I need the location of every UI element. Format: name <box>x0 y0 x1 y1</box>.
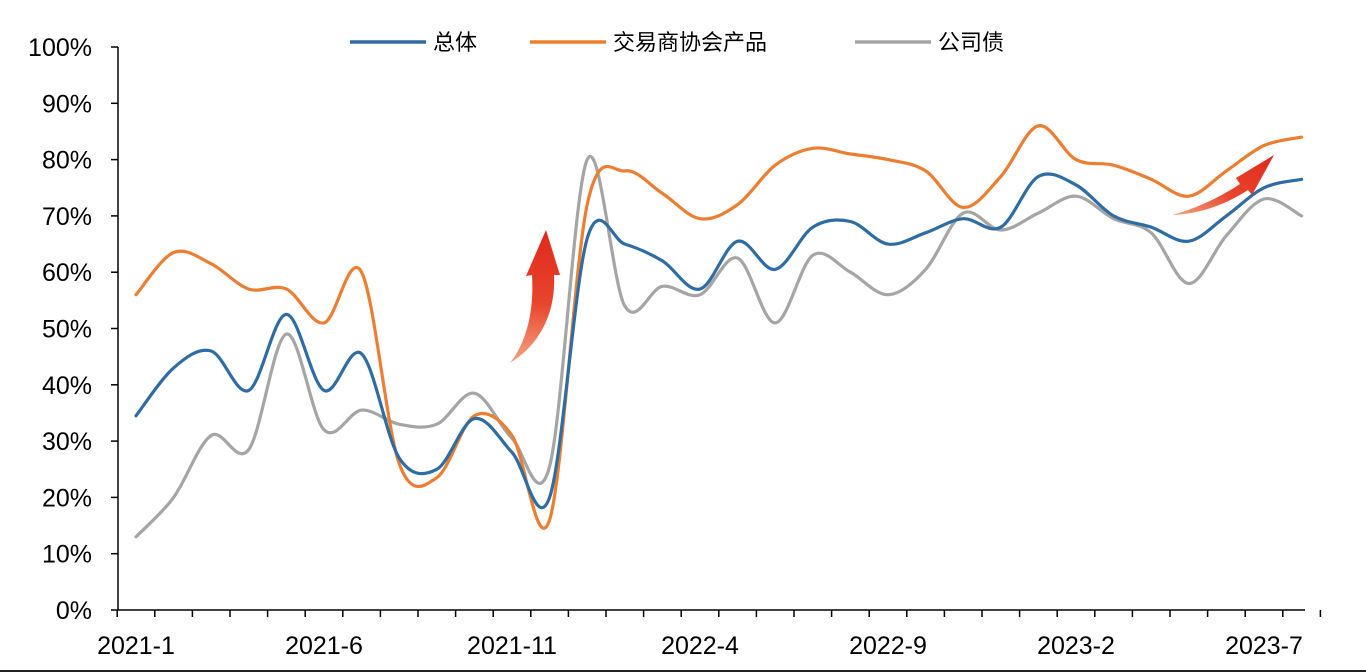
legend-label: 交易商协会产品 <box>613 31 767 56</box>
y-tick-label: 80% <box>42 147 92 175</box>
legend-label: 总体 <box>433 31 477 56</box>
y-tick-label: 0% <box>56 597 92 625</box>
y-tick-label: 90% <box>42 90 92 118</box>
y-tick-label: 50% <box>42 316 92 344</box>
x-tick-label: 2023-7 <box>1225 632 1303 660</box>
series-layer <box>134 124 1304 539</box>
legend: 总体 交易商协会产品 公司债 <box>350 31 1004 56</box>
legend-label: 公司债 <box>938 31 1004 56</box>
annotation-layer <box>510 155 1274 363</box>
y-tick-label: 60% <box>42 259 92 287</box>
x-tick-label: 2021-1 <box>97 632 175 660</box>
red-arrow-up-right <box>1172 155 1274 215</box>
x-tick-label: 2022-4 <box>661 632 739 660</box>
series-line-1 <box>134 172 1304 509</box>
bottom-rule <box>0 670 1366 672</box>
y-tick-label: 40% <box>42 372 92 400</box>
y-tick-label: 10% <box>42 541 92 569</box>
y-tick-label: 100% <box>28 34 92 62</box>
series-line-2 <box>134 124 1304 530</box>
x-tick-label: 2023-2 <box>1037 632 1115 660</box>
series-line-3 <box>134 154 1304 539</box>
y-tick-label: 30% <box>42 428 92 456</box>
x-tick-label: 2021-6 <box>285 632 363 660</box>
x-tick-label: 2021-11 <box>467 632 557 660</box>
y-tick-label: 20% <box>42 484 92 512</box>
x-tick-label: 2022-9 <box>849 632 927 660</box>
axes: 0% 10% 20% 30% 40% 50% 60% 70% 80% 90% 100% 2021-1… <box>28 34 1322 660</box>
y-tick-label: 70% <box>42 203 92 231</box>
red-arrow-up <box>510 230 560 363</box>
